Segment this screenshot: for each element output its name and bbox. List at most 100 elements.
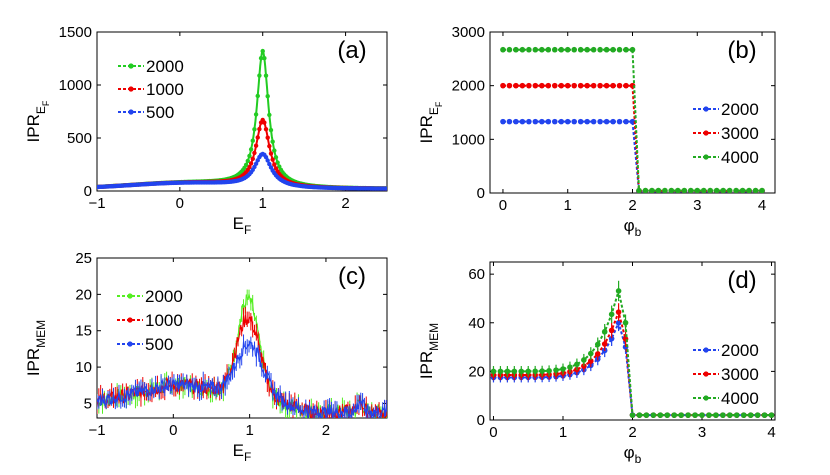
y-axis-label: IPRMEM	[24, 320, 48, 376]
data-point	[685, 412, 691, 418]
data-point	[603, 118, 610, 125]
data-point	[610, 82, 616, 89]
x-tick-label: −1	[88, 195, 105, 212]
data-point	[257, 73, 262, 78]
data-point	[629, 46, 636, 53]
data-point	[258, 55, 264, 61]
data-point	[263, 154, 269, 160]
data-point	[268, 151, 274, 156]
data-point	[250, 138, 255, 143]
axes-frame	[489, 261, 776, 421]
data-point	[692, 412, 698, 418]
legend-label-1000: 1000	[146, 80, 184, 99]
data-point	[257, 126, 262, 132]
data-point	[616, 82, 623, 89]
data-point	[252, 164, 257, 170]
y-tick-label: 5	[84, 395, 92, 412]
data-point	[551, 118, 558, 125]
data-point	[726, 187, 733, 193]
data-point	[545, 82, 552, 89]
data-point	[245, 158, 250, 164]
y-tick-label: 3000	[452, 24, 485, 41]
x-tick-label: −1	[88, 422, 105, 439]
y-tick-label: 1000	[59, 77, 92, 94]
y-axis-label: IPRMEM	[417, 323, 441, 379]
data-point	[267, 161, 272, 167]
x-tick-label: 2	[628, 424, 636, 441]
legend-label-1000: 1000	[145, 311, 183, 330]
data-point	[675, 187, 681, 193]
data-point	[272, 162, 277, 167]
data-point	[539, 46, 545, 53]
panel-label: (a)	[337, 37, 366, 64]
data-point	[506, 82, 513, 89]
legend-label-2000: 2000	[145, 287, 183, 306]
data-point	[597, 82, 603, 89]
legend-marker-500	[127, 341, 133, 347]
data-point	[500, 82, 506, 89]
data-point	[519, 46, 526, 53]
data-point	[253, 161, 259, 166]
x-tick-label: 3	[693, 197, 701, 214]
data-point	[519, 82, 526, 89]
data-point	[720, 187, 726, 193]
data-point	[662, 187, 668, 193]
legend-marker-4000	[703, 154, 709, 160]
legend-label-4000: 4000	[721, 389, 759, 408]
data-point	[733, 187, 739, 193]
data-point	[713, 187, 720, 193]
data-point	[564, 118, 571, 125]
data-point	[252, 127, 257, 132]
x-axis-label: φb	[624, 216, 642, 239]
data-point	[253, 143, 259, 148]
x-tick-label: 1	[245, 422, 253, 439]
data-point	[519, 118, 526, 125]
data-point	[270, 157, 275, 162]
data-point	[500, 118, 506, 125]
data-point	[584, 46, 590, 53]
x-tick-label: 2	[341, 195, 349, 212]
data-point	[668, 187, 675, 193]
axes-frame	[96, 31, 388, 192]
data-point	[597, 46, 603, 53]
legend-marker-1000	[127, 317, 133, 323]
data-point	[577, 118, 584, 125]
data-point	[263, 126, 269, 132]
data-point	[571, 46, 578, 53]
data-point	[248, 161, 254, 166]
data-point	[260, 48, 265, 54]
data-point	[577, 82, 584, 89]
legend-label-4000: 4000	[721, 148, 759, 167]
y-tick-label: 500	[67, 130, 92, 147]
legend-label-3000: 3000	[721, 124, 759, 143]
data-point	[754, 412, 761, 418]
data-point	[513, 82, 519, 89]
data-point	[255, 93, 260, 99]
panel-label: (c)	[338, 263, 366, 290]
data-point	[248, 147, 254, 152]
data-point	[247, 164, 252, 170]
x-axis-label: EF	[233, 214, 252, 237]
legend-marker-3000	[703, 130, 709, 136]
data-point	[603, 46, 610, 53]
data-point	[558, 118, 565, 125]
data-point	[265, 94, 270, 99]
axes-frame	[489, 31, 776, 194]
data-point	[545, 118, 552, 125]
data-point	[584, 82, 590, 89]
data-point	[243, 162, 249, 167]
data-point	[262, 55, 267, 61]
data-point	[650, 412, 657, 418]
x-tick-label: 1	[559, 424, 567, 441]
data-point	[275, 160, 280, 165]
legend-marker-2000	[128, 63, 134, 69]
data-point	[597, 118, 603, 125]
legend-marker-2000	[127, 293, 133, 299]
series-group	[97, 289, 387, 418]
x-tick-label: 1	[564, 197, 572, 214]
legend-marker-2000	[703, 347, 709, 353]
data-point	[706, 412, 712, 418]
x-axis-label: φb	[624, 443, 642, 466]
